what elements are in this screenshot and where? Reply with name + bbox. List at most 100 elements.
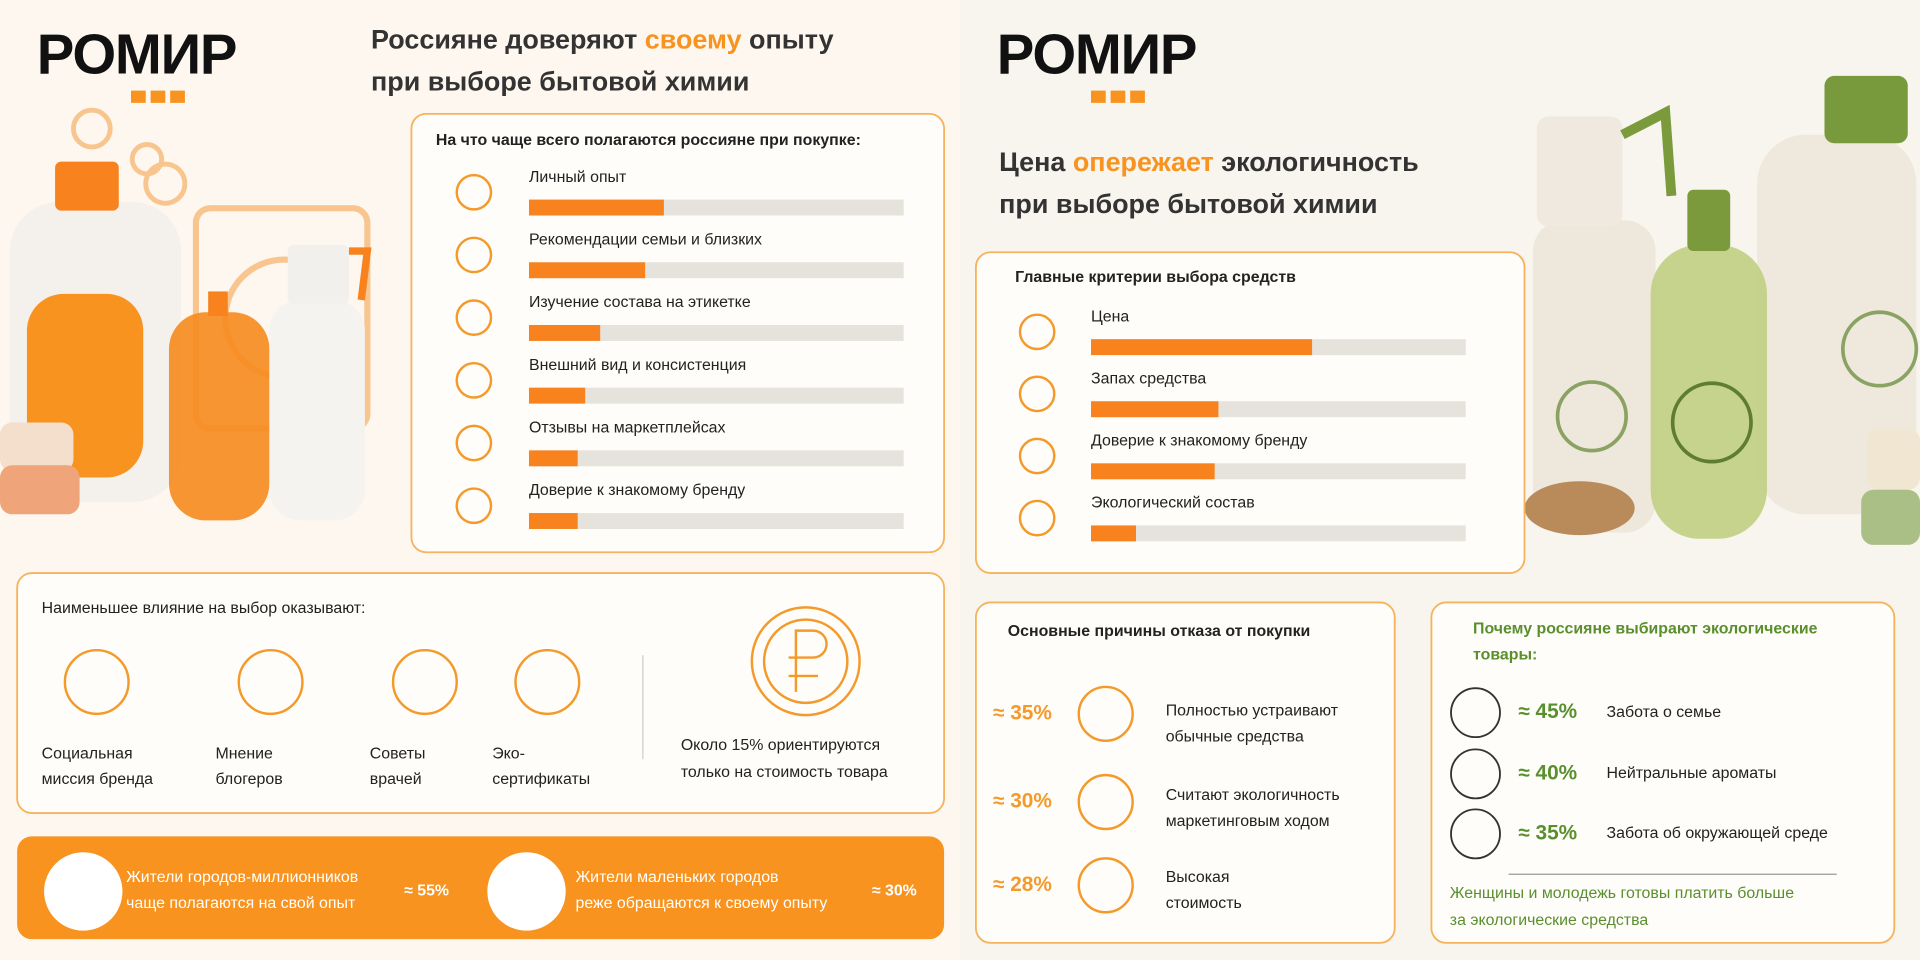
share: ≈ 30% <box>993 790 1052 813</box>
bar <box>528 324 601 341</box>
title-part: экологичность <box>1214 147 1419 177</box>
title-part: Россияне доверяют <box>371 25 645 55</box>
bar <box>1091 525 1136 542</box>
refusal-box <box>974 601 1396 944</box>
bar-track <box>1091 525 1466 542</box>
factor: Мнение <box>216 745 274 762</box>
box-title: Почему россияне выбирают экологические <box>1473 621 1818 638</box>
title: при выборе бытовой химии <box>999 189 1377 219</box>
icon <box>1018 375 1056 413</box>
factor: врачей <box>370 771 422 788</box>
icon <box>455 173 493 211</box>
factor: Советы <box>370 745 426 762</box>
box-title: Главные критерии выбора средств <box>1015 269 1296 286</box>
banner-icon <box>44 852 123 931</box>
eco-box <box>1430 601 1896 944</box>
factor: Эко- <box>492 745 525 762</box>
bar-label: Цена <box>1091 308 1129 325</box>
icon <box>1077 857 1134 914</box>
share: ≈ 35% <box>993 701 1052 724</box>
title-part: Цена <box>999 147 1073 177</box>
banner-icon <box>487 852 566 931</box>
bar <box>528 450 578 467</box>
icon <box>455 236 493 274</box>
bar <box>528 387 586 404</box>
box-title: Наименьшее влияние на выбор оказывают: <box>42 600 366 617</box>
bar-track <box>528 513 904 529</box>
icon <box>455 424 493 462</box>
banner-text: чаще полагаются на свой опыт <box>126 895 356 912</box>
products-right <box>1524 75 1920 545</box>
icon <box>455 487 493 525</box>
banner-text: Жители городов-миллионников <box>126 869 358 886</box>
bar-label: Изучение состава на этикетке <box>529 294 751 311</box>
note: только на стоимость товара <box>681 764 888 781</box>
bar-label: Запах средства <box>1091 370 1206 387</box>
icon <box>1018 313 1056 351</box>
banner <box>17 836 945 940</box>
title-accent: своему <box>645 25 742 55</box>
bar-label: Рекомендации семьи и близких <box>529 231 762 248</box>
share: ≈ 28% <box>993 873 1052 896</box>
icon <box>1077 773 1134 831</box>
reason: обычные средства <box>1166 728 1304 745</box>
icon <box>514 648 581 716</box>
logo-mark <box>1091 90 1145 103</box>
icon <box>455 361 493 399</box>
reason: стоимость <box>1166 895 1242 912</box>
logo: РОМИР <box>997 23 1196 86</box>
bar <box>1091 401 1219 418</box>
note: за экологические средства <box>1450 912 1649 929</box>
icon <box>237 648 304 716</box>
bar <box>1091 463 1215 480</box>
bar-label: Доверие к знакомому бренду <box>529 482 745 499</box>
logo-mark <box>131 90 185 103</box>
bar <box>528 262 646 279</box>
share: ≈ 40% <box>1518 761 1577 784</box>
icon <box>1018 437 1056 475</box>
share: ≈ 35% <box>1518 821 1577 844</box>
box-title: товары: <box>1473 646 1537 663</box>
title-part: опыту <box>742 25 834 55</box>
banner-text: Жители маленьких городов <box>576 869 779 886</box>
icon <box>1450 808 1501 860</box>
least-box <box>16 572 945 814</box>
title: при выборе бытовой химии <box>371 66 749 96</box>
products-left <box>0 107 372 521</box>
factor: Социальная <box>42 745 133 762</box>
icon <box>455 299 493 336</box>
title-accent: опережает <box>1073 147 1214 177</box>
coin-icon <box>750 606 861 717</box>
reason: Забота о семье <box>1607 704 1722 721</box>
bar-label: Доверие к знакомому бренду <box>1091 433 1307 450</box>
bar <box>528 199 664 216</box>
icon <box>391 648 458 716</box>
box-title: На что чаще всего полагаются россияне пр… <box>436 132 861 149</box>
bar-label: Внешний вид и консистенция <box>529 357 746 374</box>
reason: Высокая <box>1166 869 1230 886</box>
note: Женщины и молодежь готовы платить больше <box>1450 885 1794 902</box>
reason: Считают экологичность <box>1166 787 1340 804</box>
box-title: Основные причины отказа от покупки <box>1008 623 1311 640</box>
bar-track <box>528 387 904 404</box>
reason: Нейтральные ароматы <box>1607 765 1777 782</box>
bar <box>1091 339 1313 356</box>
banner-value: ≈ 30% <box>872 883 917 900</box>
banner-text: реже обращаются к своему опыту <box>576 895 828 912</box>
factor: миссия бренда <box>42 771 154 788</box>
icon <box>63 648 130 716</box>
bar-label: Отзывы на маркетплейсах <box>529 420 726 437</box>
icon <box>1450 748 1501 800</box>
bar-label: Личный опыт <box>529 169 627 186</box>
title: Россияне доверяют своему опыту <box>371 25 834 55</box>
title: Цена опережает экологичность <box>999 147 1419 177</box>
note: Около 15% ориентируются <box>681 737 880 754</box>
bar-track <box>528 324 904 341</box>
reason: маркетинговым ходом <box>1166 813 1330 830</box>
bar <box>528 513 578 529</box>
factor: сертификаты <box>492 771 590 788</box>
share: ≈ 45% <box>1518 700 1577 723</box>
logo: РОМИР <box>37 23 236 86</box>
bar-track <box>528 450 904 467</box>
